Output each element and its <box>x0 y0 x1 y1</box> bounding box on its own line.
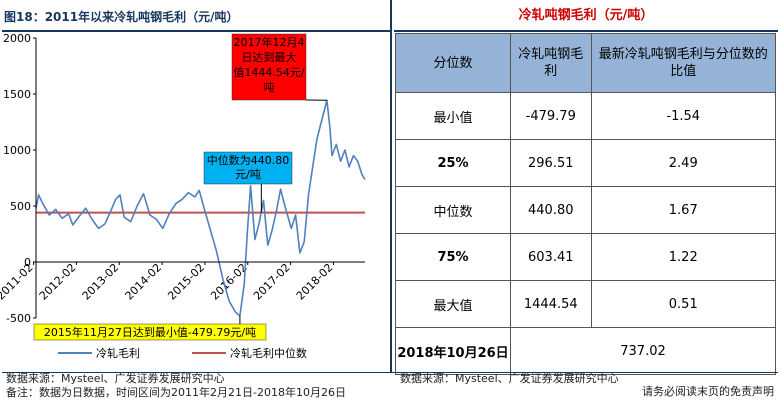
table-source: 数据来源：Mysteel、广发证券发展研究中心 <box>400 372 619 385</box>
row-value: 603.41 <box>510 233 592 281</box>
annotation-box <box>33 323 267 341</box>
annotation-box <box>203 151 293 185</box>
x-tick-label: 2015-02 <box>165 261 207 303</box>
header-margin: 冷轧吨钢毛利 <box>510 33 592 93</box>
table-title: 冷轧吨钢毛利（元/吨） <box>518 8 654 23</box>
legend: 冷轧毛利 冷轧毛利中位数 <box>58 346 307 360</box>
y-tick-label: 1000 <box>3 144 31 157</box>
annotation-text: 2015年11月27日达到最小值-479.79元/吨 <box>44 325 256 339</box>
row-ratio: 0.51 <box>590 280 777 328</box>
header-quantile: 分位数 <box>395 33 511 93</box>
quantile-table: 分位数 冷轧吨钢毛利 最新冷轧吨钢毛利与分位数的比值 最小值 -479.79 -… <box>395 33 777 375</box>
table-row-latest: 2018年10月26日 737.02 <box>395 327 776 375</box>
footer-divider <box>2 372 778 373</box>
x-tick-label: 2018-02 <box>294 261 336 303</box>
latest-date: 2018年10月26日 <box>395 327 511 375</box>
row-ratio: -1.54 <box>590 92 777 140</box>
legend-label-margin: 冷轧毛利 <box>96 346 140 360</box>
y-tick-label: -500 <box>6 312 31 325</box>
x-tick-label: 2014-02 <box>123 261 165 303</box>
row-label: 中位数 <box>395 186 511 234</box>
margin-line <box>35 99 366 317</box>
row-value: 296.51 <box>510 139 592 187</box>
margin-line-chart: 2000 1500 1000 500 0 -500 2011-02 2012-02 2013-… <box>0 32 366 360</box>
row-ratio: 2.49 <box>590 139 777 187</box>
chart-source: 数据来源：Mysteel、广发证券发展研究中心 <box>6 372 225 385</box>
table-header-row: 分位数 冷轧吨钢毛利 最新冷轧吨钢毛利与分位数的比值 <box>395 33 777 93</box>
y-tick-label: 2000 <box>3 32 31 45</box>
table-row: 最小值 -479.79 -1.54 <box>395 92 777 140</box>
annotation-text: 中位数为440.80 元/吨 <box>207 153 290 181</box>
panel-divider <box>390 0 392 372</box>
x-tick-label: 2011-02 <box>0 261 36 303</box>
row-value: 1444.54 <box>510 280 592 328</box>
title-divider <box>2 30 390 32</box>
y-tick-label: 500 <box>10 200 31 213</box>
x-axis-ticks: 2011-02 2012-02 2013-02 2014-02 2015-02 2016-… <box>0 261 336 303</box>
annotation-text: 2017年12月4 日达到最大值1444.54元/吨 <box>233 35 304 94</box>
y-tick-label: 0 <box>24 256 31 269</box>
table-row: 25% 296.51 2.49 <box>395 139 777 187</box>
table-row: 75% 603.41 1.22 <box>395 233 777 281</box>
chart-note: 备注：数据为日数据，时间区间为2011年2月21日-2018年10月26日 <box>6 386 346 399</box>
x-tick-label: 2013-02 <box>80 261 122 303</box>
row-label: 最小值 <box>395 92 511 140</box>
legend-label-median: 冷轧毛利中位数 <box>230 346 307 360</box>
x-tick-label: 2017-02 <box>251 261 293 303</box>
margin-series <box>35 99 366 317</box>
row-value: 440.80 <box>510 186 592 234</box>
row-value: -479.79 <box>510 92 592 140</box>
y-axis-ticks: 2000 1500 1000 500 0 -500 <box>3 32 36 325</box>
x-tick-label: 2012-02 <box>37 261 79 303</box>
header-ratio: 最新冷轧吨钢毛利与分位数的比值 <box>590 33 777 93</box>
table-row: 最大值 1444.54 0.51 <box>395 280 777 328</box>
row-label: 最大值 <box>395 280 511 328</box>
row-label: 25% <box>395 139 511 187</box>
row-label: 75% <box>395 233 511 281</box>
annotation-box <box>231 33 307 101</box>
disclaimer: 请务必阅读末页的免责声明 <box>642 385 774 398</box>
figure-title: 图18：2011年以来冷轧吨钢毛利（元/吨） <box>4 10 239 24</box>
table-title-divider <box>394 30 778 32</box>
row-ratio: 1.22 <box>590 233 777 281</box>
latest-value: 737.02 <box>510 327 776 375</box>
y-tick-label: 1500 <box>3 88 31 101</box>
table-row: 中位数 440.80 1.67 <box>395 186 777 234</box>
row-ratio: 1.67 <box>590 186 777 234</box>
